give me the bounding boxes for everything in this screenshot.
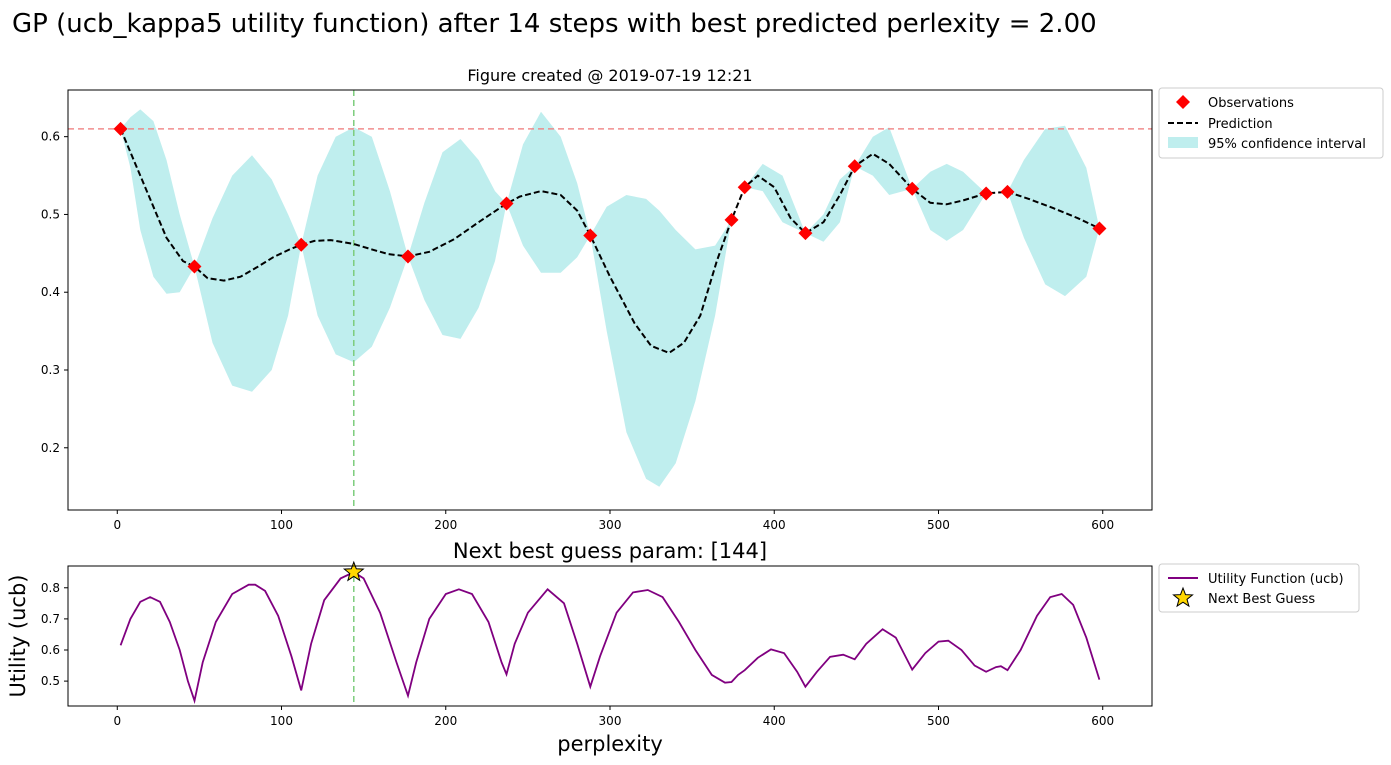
bottom-y-tick-label: 0.6	[41, 643, 60, 657]
legend-confidence-label: 95% confidence interval	[1208, 137, 1366, 152]
observation-marker	[400, 249, 415, 264]
observation-marker	[1000, 184, 1015, 199]
bottom-axes-frame	[67, 565, 1153, 707]
bottom-x-tick-label: 400	[763, 714, 786, 728]
observation-marker	[294, 237, 309, 252]
observation-marker	[798, 226, 813, 241]
bottom-x-axis-label: perplexity	[557, 732, 663, 756]
bottom-legend-box	[1158, 563, 1360, 613]
bottom-x-tick-label: 600	[1091, 714, 1114, 728]
utility-line	[119, 571, 1101, 705]
figure-suptitle: GP (ucb_kappa5 utility function) after 1…	[12, 9, 1097, 39]
observation-marker	[1092, 221, 1107, 236]
bottom-y-tick-label: 0.7	[41, 612, 60, 626]
bottom-y-tick-label: 0.8	[41, 581, 60, 595]
top-plot-area	[68, 90, 1152, 510]
top-x-tick-label: 500	[927, 518, 950, 532]
top-legend-box	[1158, 87, 1384, 159]
bottom-legend: Utility Function (ucb) Next Best Guess	[1158, 563, 1360, 613]
legend-observations-label: Observations	[1208, 96, 1294, 111]
top-panel-title: Figure created @ 2019-07-19 12:21	[467, 66, 752, 85]
bottom-plot-area	[119, 560, 1101, 706]
top-y-tick-label: 0.3	[41, 363, 60, 377]
bottom-x-tick-label: 500	[927, 714, 950, 728]
top-x-tick-label: 200	[434, 518, 457, 532]
bottom-y-axis-label: Utility (ucb)	[6, 574, 30, 697]
bottom-y-tick-label: 0.5	[41, 674, 60, 688]
bottom-x-tick-label: 300	[599, 714, 622, 728]
observation-marker	[499, 196, 514, 211]
observation-marker	[583, 228, 598, 243]
next-best-guess-star	[342, 560, 365, 582]
top-x-tick-label: 100	[270, 518, 293, 532]
observation-marker	[113, 121, 128, 136]
legend-utility-label: Utility Function (ucb)	[1208, 572, 1344, 587]
legend-confidence-swatch	[1168, 137, 1198, 148]
bottom-x-tick-label: 200	[434, 714, 457, 728]
legend-next-guess-star	[1172, 586, 1194, 608]
observation-marker	[847, 159, 862, 174]
top-y-tick-label: 0.5	[41, 207, 60, 221]
legend-prediction-label: Prediction	[1208, 117, 1273, 132]
top-y-tick-label: 0.2	[41, 441, 60, 455]
observation-marker	[737, 180, 752, 195]
top-x-tick-label: 300	[599, 518, 622, 532]
top-y-axis: 0.2 0.3 0.4 0.5 0.6	[41, 130, 68, 455]
legend-observations-marker	[1176, 95, 1190, 109]
observation-marker	[905, 181, 920, 196]
bottom-y-axis: 0.5 0.6 0.7 0.8	[41, 581, 68, 688]
top-x-axis: 0 100 200 300 400 500 600	[113, 510, 1114, 532]
bottom-panel-title: Next best guess param: [144]	[453, 539, 767, 563]
observation-marker	[724, 212, 739, 227]
observation-marker	[979, 186, 994, 201]
gp-prediction-panel: Figure created @ 2019-07-19 12:21 0 100 20…	[41, 66, 1153, 532]
top-legend: Observations Prediction 95% confidence i…	[1158, 87, 1384, 159]
bottom-x-tick-label: 100	[270, 714, 293, 728]
top-x-tick-label: 0	[113, 518, 121, 532]
prediction-line	[119, 128, 1100, 355]
bottom-x-axis: 0 100 200 300 400 500 600	[113, 706, 1114, 728]
top-y-tick-label: 0.4	[41, 285, 60, 299]
bottom-x-tick-label: 0	[113, 714, 121, 728]
legend-next-guess-label: Next Best Guess	[1208, 592, 1315, 607]
utility-panel: Next best guess param: [144] 0 100 200 300 4…	[6, 539, 1153, 756]
top-x-tick-label: 400	[763, 518, 786, 532]
top-y-tick-label: 0.6	[41, 130, 60, 144]
top-x-tick-label: 600	[1091, 518, 1114, 532]
confidence-band	[120, 109, 1100, 487]
observation-marker	[187, 259, 202, 274]
